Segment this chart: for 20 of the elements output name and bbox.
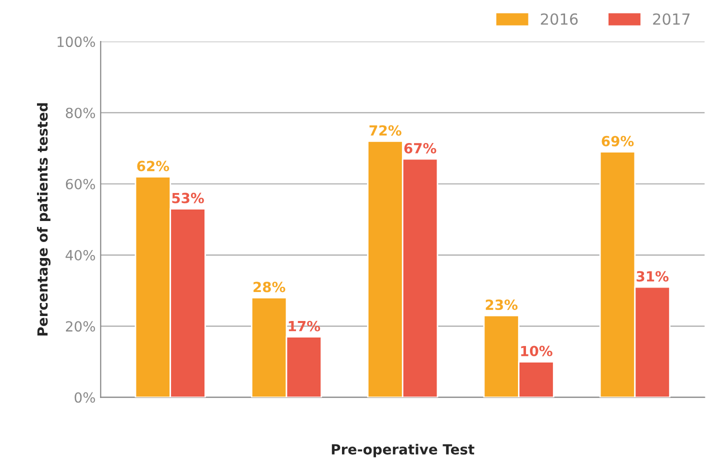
x-axis-title: Pre-operative Test bbox=[332, 444, 474, 458]
y-tick-label: 80% bbox=[66, 108, 96, 118]
text: 69% bbox=[602, 136, 634, 146]
text: 31% bbox=[636, 271, 669, 282]
text: 53% bbox=[172, 192, 204, 204]
y-tick-label: 60% bbox=[66, 178, 96, 190]
legend-label: 2017 bbox=[653, 13, 690, 25]
text: 17% bbox=[288, 320, 320, 332]
y-tick-label: 40% bbox=[66, 250, 96, 260]
text: 28% bbox=[254, 282, 286, 292]
y-tick-label: 20% bbox=[66, 321, 96, 332]
text: 23% bbox=[486, 300, 518, 310]
text: 67% bbox=[404, 143, 436, 154]
y-axis-title: Percentage of patients tested bbox=[36, 103, 51, 336]
text: 62% bbox=[137, 160, 170, 172]
y-tick-label: 0% bbox=[74, 392, 96, 403]
legend-label: 2016 bbox=[540, 13, 578, 25]
text: 72% bbox=[370, 125, 402, 136]
y-tick-label: 100% bbox=[58, 36, 96, 48]
text: 10% bbox=[521, 346, 552, 356]
